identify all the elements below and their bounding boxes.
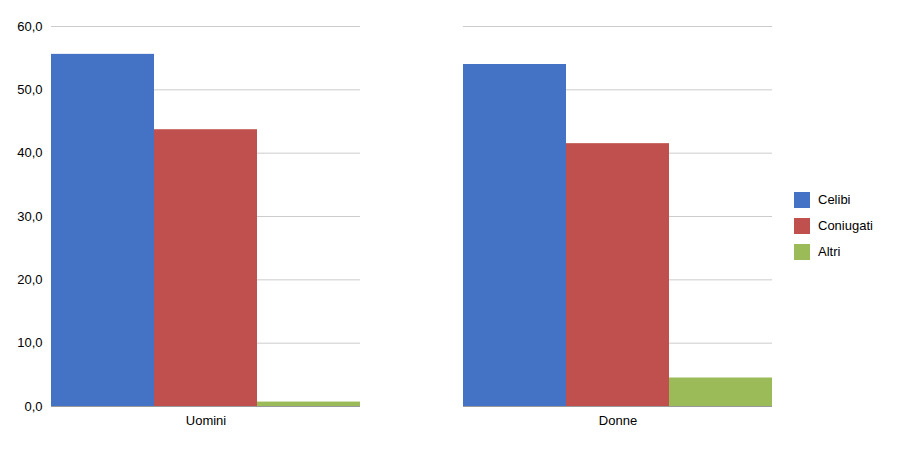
html-text:Celibi: Celibi xyxy=(818,192,851,207)
html-text:Coniugati: Coniugati xyxy=(818,218,873,233)
svg-text:Donne: Donne xyxy=(599,412,637,427)
svg-text:20,0: 20,0 xyxy=(17,271,42,286)
svg-text:40,0: 40,0 xyxy=(17,145,42,160)
html-text:Altri: Altri xyxy=(818,244,841,259)
svg-text:60,0: 60,0 xyxy=(17,18,42,33)
svg-text:30,0: 30,0 xyxy=(17,208,42,223)
svg-text:Uomini: Uomini xyxy=(186,412,227,427)
svg-text:0,0: 0,0 xyxy=(24,398,42,413)
svg-text:10,0: 10,0 xyxy=(17,335,42,350)
svg-text:50,0: 50,0 xyxy=(17,81,42,96)
